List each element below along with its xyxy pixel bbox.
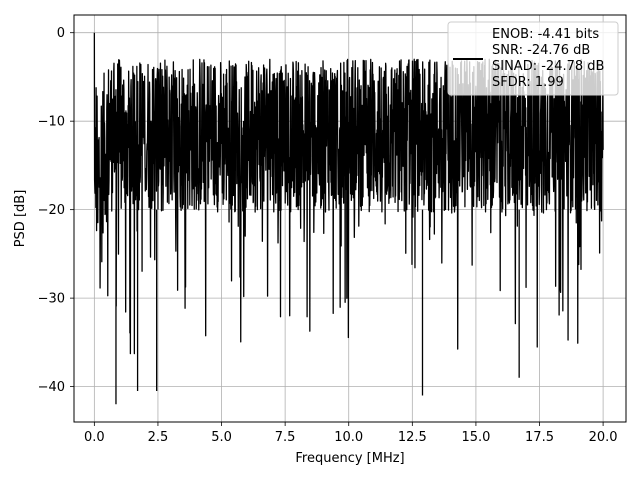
x-tick-label: 17.5 xyxy=(525,430,554,445)
x-axis-ticks: 0.0 2.5 5.0 7.5 10.0 12.5 15.0 17.5 20.0 xyxy=(84,422,618,445)
x-tick-label: 7.5 xyxy=(275,430,296,445)
x-tick-label: 15.0 xyxy=(461,430,490,445)
plot-frame xyxy=(73,14,627,423)
legend-box xyxy=(447,21,619,96)
x-axis-label: Frequency [MHz] xyxy=(295,451,404,466)
legend-entry-snr: SNR: -24.76 dB xyxy=(492,43,590,58)
y-tick-label: −40 xyxy=(38,380,65,395)
y-tick-label: −20 xyxy=(38,203,65,218)
x-tick-label: 5.0 xyxy=(211,430,232,445)
x-tick-label: 10.0 xyxy=(334,430,363,445)
legend-entry-sinad: SINAD: -24.78 dB xyxy=(492,59,604,74)
y-axis-ticks: 0 −10 −20 −30 −40 xyxy=(38,26,74,395)
psd-series-line xyxy=(93,32,604,405)
x-tick-label: 20.0 xyxy=(589,430,618,445)
legend-entry-sfdr: SFDR: 1.99 xyxy=(492,75,564,90)
x-tick-label: 2.5 xyxy=(148,430,169,445)
y-axis-label: PSD [dB] xyxy=(13,190,28,248)
legend: ENOB: -4.41 bits SNR: -24.76 dB SINAD: -… xyxy=(447,21,619,96)
y-tick-label: −30 xyxy=(38,292,65,307)
x-tick-label: 0.0 xyxy=(84,430,105,445)
y-tick-label: −10 xyxy=(38,115,65,130)
x-tick-label: 12.5 xyxy=(398,430,427,445)
y-tick-label: 0 xyxy=(57,26,65,41)
legend-entry-enob: ENOB: -4.41 bits xyxy=(492,27,599,42)
